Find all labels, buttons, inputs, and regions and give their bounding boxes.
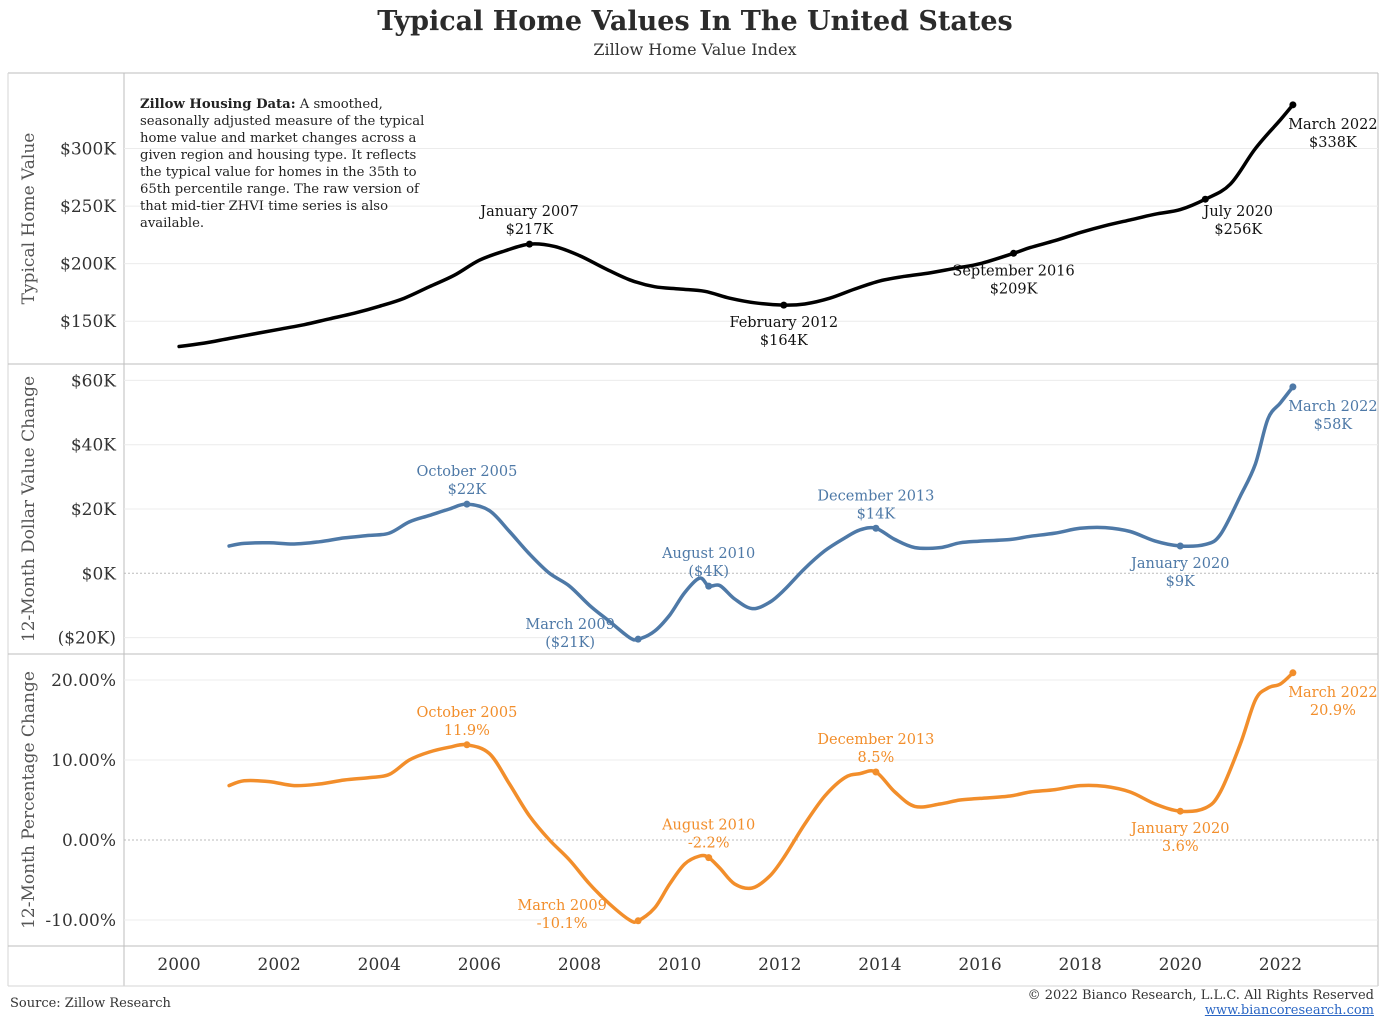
annotation-marker — [525, 240, 533, 248]
annotation-marker — [463, 500, 471, 508]
annotation-label: January 2007 — [478, 204, 578, 220]
annotation-label: August 2010 — [661, 818, 755, 834]
panel-pct_change: -10.00% 0.00% 10.00% 20.00% 12-Month Percent… — [19, 669, 1378, 975]
annotation-label: August 2010 — [661, 546, 755, 562]
annotation-marker — [1201, 195, 1209, 203]
annotation-label: $338K — [1309, 135, 1358, 151]
annotation-label: December 2013 — [817, 732, 934, 748]
annotation-label: March 2022 — [1288, 685, 1377, 701]
y-tick-label: $300K — [60, 140, 116, 160]
y-tick-label: $150K — [60, 312, 116, 332]
y-tick-label: $250K — [60, 197, 116, 217]
annotation-label: October 2005 — [416, 464, 517, 480]
annotation-label: March 2022 — [1288, 117, 1377, 133]
x-tick-label: 2004 — [358, 955, 401, 975]
x-tick-label: 2000 — [157, 955, 200, 975]
note-text: A smoothed, seasonally adjusted measure … — [140, 97, 425, 231]
copyright-block: © 2022 Bianco Research, L.L.C. All Right… — [1028, 988, 1374, 1018]
x-tick-label: 2008 — [558, 955, 601, 975]
annotation-label: $256K — [1214, 222, 1263, 238]
y-tick-label: -10.00% — [45, 911, 116, 931]
annotation-label: $164K — [760, 333, 809, 349]
annotation-marker — [463, 741, 471, 749]
annotation-marker — [872, 524, 880, 532]
chart-subtitle: Zillow Home Value Index — [593, 40, 797, 59]
x-tick-label: 2022 — [1259, 955, 1302, 975]
x-tick-label: 2016 — [958, 955, 1001, 975]
annotation-label: ($21K) — [545, 635, 595, 651]
annotation-label: $14K — [857, 506, 897, 522]
annotation-label: $9K — [1166, 574, 1196, 590]
y-axis-title: Typical Home Value — [19, 133, 39, 305]
x-tick-label: 2014 — [858, 955, 901, 975]
annotation-marker — [1289, 669, 1297, 677]
annotation-label: January 2020 — [1129, 821, 1229, 837]
y-tick-label: $0K — [82, 564, 117, 584]
y-tick-label: $60K — [71, 371, 116, 391]
website-link[interactable]: www.biancoresearch.com — [1204, 1003, 1374, 1018]
annotation-marker — [1289, 383, 1297, 391]
x-tick-label: 2018 — [1059, 955, 1102, 975]
y-tick-label: $200K — [60, 255, 116, 275]
annotation-label: March 2022 — [1288, 399, 1377, 415]
annotation-label: 11.9% — [444, 723, 490, 739]
annotation-marker — [705, 582, 713, 590]
panel-values: $150K $200K $250K $300K Typical Home Value Ja… — [19, 101, 1378, 349]
y-tick-label: 20.00% — [51, 671, 116, 691]
zillow-data-note: Zillow Housing Data: A smoothed, seasona… — [140, 96, 440, 232]
y-axis-title: 12-Month Percentage Change — [19, 671, 39, 929]
annotation-label: March 2009 — [525, 617, 614, 633]
annotation-marker — [634, 635, 642, 643]
y-tick-label: 0.00% — [62, 831, 116, 851]
annotation-label: $22K — [448, 482, 488, 498]
annotation-label: $209K — [990, 281, 1039, 297]
chart-title: Typical Home Values In The United States — [377, 6, 1013, 37]
x-tick-label: 2010 — [658, 955, 701, 975]
x-tick-label: 2012 — [758, 955, 801, 975]
note-heading: Zillow Housing Data: — [140, 97, 296, 112]
annotation-label: December 2013 — [817, 488, 934, 504]
x-tick-label: 2006 — [458, 955, 501, 975]
panel-dollar_change: ($20K) $0K $20K $40K $60K 12-Month Dollar Val… — [19, 371, 1378, 651]
annotation-label: September 2016 — [952, 263, 1074, 279]
annotation-marker — [1176, 542, 1184, 550]
annotation-marker — [705, 854, 713, 862]
y-tick-label: ($20K) — [58, 629, 116, 649]
y-tick-label: 10.00% — [51, 751, 116, 771]
annotation-label: July 2020 — [1202, 204, 1274, 220]
annotation-marker — [1289, 101, 1297, 109]
annotation-marker — [1176, 807, 1184, 815]
annotation-label: $58K — [1314, 417, 1354, 433]
x-tick-label: 2002 — [258, 955, 301, 975]
series-line — [227, 385, 1295, 642]
annotation-label: -10.1% — [537, 916, 588, 932]
x-tick-label: 2020 — [1159, 955, 1202, 975]
annotation-label: January 2020 — [1129, 556, 1229, 572]
annotation-label: February 2012 — [729, 315, 838, 331]
series-line — [177, 103, 1295, 349]
annotation-label: -2.2% — [688, 836, 730, 852]
series-line — [227, 671, 1295, 924]
annotation-marker — [634, 917, 642, 925]
annotation-label: 8.5% — [857, 750, 894, 766]
annotation-marker — [872, 768, 880, 776]
y-tick-label: $20K — [71, 500, 116, 520]
y-axis-title: 12-Month Dollar Value Change — [19, 376, 39, 642]
annotation-label: 20.9% — [1310, 703, 1356, 719]
annotation-label: $217K — [506, 222, 555, 238]
annotation-marker — [1010, 249, 1018, 257]
annotation-label: 3.6% — [1162, 839, 1199, 855]
annotation-label: October 2005 — [416, 705, 517, 721]
y-tick-label: $40K — [71, 436, 116, 456]
annotation-label: ($4K) — [688, 564, 729, 580]
annotation-marker — [780, 301, 788, 309]
source-note: Source: Zillow Research — [10, 996, 171, 1011]
annotation-label: March 2009 — [517, 898, 606, 914]
copyright-text: © 2022 Bianco Research, L.L.C. All Right… — [1027, 988, 1374, 1003]
